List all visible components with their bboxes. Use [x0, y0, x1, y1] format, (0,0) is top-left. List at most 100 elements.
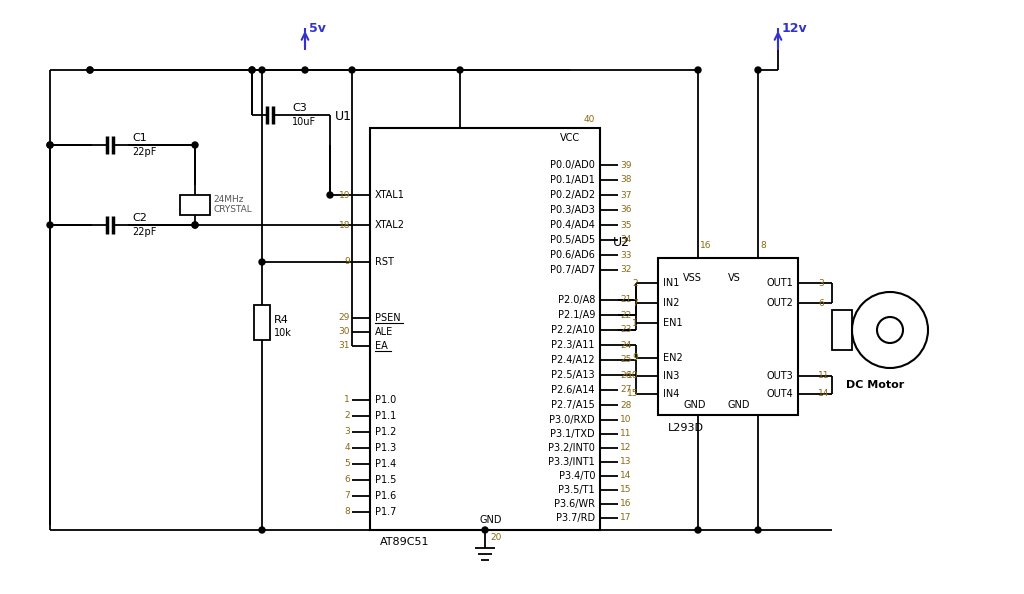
Text: VCC: VCC: [560, 133, 581, 143]
Text: 14: 14: [620, 472, 632, 481]
Text: P1.0: P1.0: [375, 395, 396, 405]
Text: 5v: 5v: [309, 23, 326, 36]
Text: 16: 16: [620, 500, 632, 508]
Text: P2.0/A8: P2.0/A8: [558, 295, 595, 305]
Text: P1.5: P1.5: [375, 475, 396, 485]
Text: 36: 36: [620, 206, 632, 214]
Circle shape: [302, 67, 308, 73]
Text: P2.5/A13: P2.5/A13: [551, 370, 595, 380]
Bar: [370, 128, 600, 530]
Text: 31: 31: [339, 342, 350, 350]
Text: P0.5/AD5: P0.5/AD5: [550, 235, 595, 245]
Text: P3.4/T0: P3.4/T0: [558, 471, 595, 481]
Text: 23: 23: [620, 326, 632, 334]
Text: GND: GND: [480, 515, 503, 525]
Text: P0.2/AD2: P0.2/AD2: [550, 190, 595, 200]
Text: 27: 27: [620, 386, 632, 394]
Text: C2: C2: [132, 213, 146, 223]
Text: EN1: EN1: [663, 318, 683, 328]
Text: 6: 6: [344, 476, 350, 485]
Text: 14: 14: [818, 390, 829, 399]
Text: U2: U2: [613, 236, 630, 249]
Text: U1: U1: [335, 109, 352, 122]
Circle shape: [755, 67, 761, 73]
Text: 15: 15: [620, 485, 632, 494]
Bar: [658, 258, 798, 415]
Circle shape: [249, 67, 255, 73]
Text: 35: 35: [620, 220, 632, 229]
Text: 37: 37: [620, 191, 632, 200]
Text: P3.2/INT0: P3.2/INT0: [548, 443, 595, 453]
Circle shape: [259, 259, 265, 265]
Text: 3: 3: [818, 279, 823, 287]
Text: 13: 13: [620, 457, 632, 466]
Text: P3.0/RXD: P3.0/RXD: [549, 415, 595, 425]
Text: C3: C3: [292, 103, 307, 113]
Text: OUT1: OUT1: [766, 278, 793, 288]
Text: C1: C1: [132, 133, 146, 143]
Text: P3.3/INT1: P3.3/INT1: [548, 457, 595, 467]
Text: P1.1: P1.1: [375, 411, 396, 421]
Text: 12: 12: [620, 444, 632, 453]
Text: GND: GND: [728, 400, 751, 410]
Text: P3.1/TXD: P3.1/TXD: [550, 429, 595, 439]
Circle shape: [47, 222, 53, 228]
Text: VSS: VSS: [683, 273, 701, 283]
Circle shape: [695, 527, 701, 533]
Text: 10: 10: [620, 415, 632, 425]
Text: 2: 2: [633, 279, 638, 287]
Text: 34: 34: [620, 235, 632, 245]
Circle shape: [193, 142, 198, 148]
Text: 7: 7: [632, 299, 638, 308]
Circle shape: [249, 67, 255, 73]
Text: P0.7/AD7: P0.7/AD7: [550, 265, 595, 275]
Text: 17: 17: [620, 513, 632, 523]
Text: P1.3: P1.3: [375, 443, 396, 453]
Text: L293D: L293D: [668, 423, 705, 433]
Text: P2.4/A12: P2.4/A12: [551, 355, 595, 365]
Text: EA: EA: [375, 341, 388, 351]
Text: P2.3/A11: P2.3/A11: [552, 340, 595, 350]
Text: 7: 7: [344, 491, 350, 501]
Text: 5: 5: [344, 460, 350, 469]
Text: 2: 2: [344, 412, 350, 421]
Text: VS: VS: [728, 273, 740, 283]
Text: P0.6/AD6: P0.6/AD6: [550, 250, 595, 260]
Text: AT89C51: AT89C51: [380, 537, 429, 547]
Text: 12v: 12v: [782, 23, 808, 36]
Text: 10uF: 10uF: [292, 117, 316, 127]
Text: 20: 20: [490, 533, 502, 542]
Text: IN1: IN1: [663, 278, 679, 288]
Circle shape: [457, 67, 463, 73]
Text: 11: 11: [620, 429, 632, 438]
Text: P3.6/WR: P3.6/WR: [554, 499, 595, 509]
Text: 1: 1: [344, 396, 350, 405]
Text: OUT3: OUT3: [766, 371, 793, 381]
Text: PSEN: PSEN: [375, 313, 400, 323]
Bar: [180, 195, 210, 215]
Text: P2.6/A14: P2.6/A14: [552, 385, 595, 395]
Text: 40: 40: [584, 115, 595, 125]
Text: IN3: IN3: [663, 371, 679, 381]
Text: 6: 6: [818, 299, 823, 308]
Text: 24: 24: [620, 340, 631, 349]
Text: 22: 22: [620, 311, 631, 320]
Text: 10k: 10k: [274, 328, 292, 338]
Text: R4: R4: [274, 315, 289, 325]
Text: 8: 8: [344, 507, 350, 517]
Text: 22pF: 22pF: [132, 227, 157, 237]
Text: RST: RST: [375, 257, 394, 267]
Text: 33: 33: [620, 251, 632, 260]
Text: 15: 15: [627, 390, 638, 399]
Text: OUT4: OUT4: [766, 389, 793, 399]
Text: 18: 18: [339, 220, 350, 229]
Circle shape: [695, 67, 701, 73]
Text: P2.1/A9: P2.1/A9: [558, 310, 595, 320]
Text: 9: 9: [632, 353, 638, 362]
Text: 9: 9: [344, 258, 350, 267]
Circle shape: [87, 67, 93, 73]
Circle shape: [327, 192, 333, 198]
Text: 28: 28: [620, 400, 632, 409]
Circle shape: [193, 222, 198, 228]
Text: P1.2: P1.2: [375, 427, 396, 437]
